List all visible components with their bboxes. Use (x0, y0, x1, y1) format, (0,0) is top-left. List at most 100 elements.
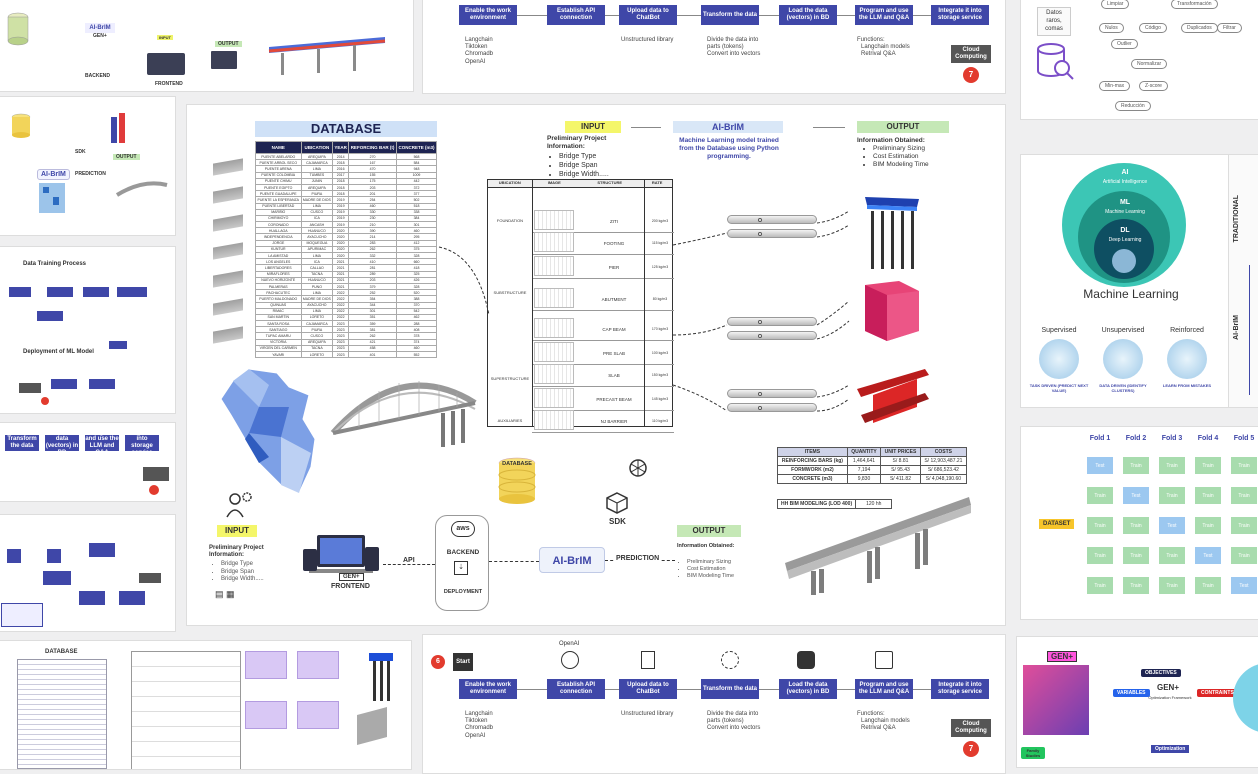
board-bottom-db[interactable]: DATABASE (0, 640, 412, 770)
family-tag[interactable]: Family Studies (1021, 747, 1045, 759)
cleaning-node[interactable]: Transformación (1171, 0, 1218, 9)
board-optimization[interactable]: GEN+ OBJECTIVES VARIABLES GEN+ Optimizat… (1016, 636, 1258, 768)
training-node-6[interactable] (109, 341, 127, 349)
workflow-step-4[interactable]: Transform the data (701, 5, 759, 25)
optimization-tag[interactable]: Optimization (1151, 745, 1190, 753)
training-node-2[interactable] (47, 287, 73, 297)
table-cell: LORETO (300, 350, 334, 359)
fold-cell-train: Train (1195, 517, 1221, 534)
left-step-2[interactable]: Load the data (vectors) in BD (45, 429, 79, 456)
slider-pill-1[interactable] (727, 215, 817, 224)
workflow-step-5[interactable]: Load the data (vectors) in BD (779, 679, 837, 699)
cleaning-node[interactable]: Z-score (1139, 81, 1168, 91)
board-workflow-bottom[interactable]: Enable the work environment Langchain Tikt… (422, 634, 1006, 774)
workflow-step-2[interactable]: Establish API connection (547, 679, 605, 699)
workflow-note: Langchain (465, 711, 493, 717)
board-kfold[interactable]: Fold 1 Fold 2 Fold 3 Fold 4 Fold 5 DATASET Tes… (1020, 426, 1258, 620)
workflow-step-7[interactable]: Integrate it into storage service (931, 5, 989, 25)
workflow-step-5[interactable]: Load the data (vectors) in BD (779, 5, 837, 25)
slider-pill-5[interactable] (727, 389, 817, 398)
variables-tag[interactable]: VARIABLES (1113, 689, 1150, 697)
workflow-step-6[interactable]: Program and use the LLM and Q&A (855, 679, 913, 699)
board-left-prediction[interactable]: SDK AI-BrIM PREDICTION OUTPUT (0, 96, 176, 236)
flow-node-6[interactable] (119, 591, 145, 605)
board-main[interactable]: DATABASE NAME UBICATION YEAR REFORCING BAR … (186, 104, 1006, 626)
left-step-1[interactable]: Transform the data (5, 435, 39, 451)
flow-node-3[interactable] (89, 543, 115, 557)
ml-type-name: Unsupervised (1101, 327, 1145, 334)
cost-header: ITEMS (777, 447, 848, 457)
arch-model-box[interactable]: AI-BrIM (539, 547, 605, 573)
deploy-node-3[interactable] (19, 383, 41, 393)
flow-node-4[interactable] (43, 571, 71, 585)
training-node-5[interactable] (37, 311, 63, 321)
cleaning-node[interactable]: Nulos (1099, 23, 1124, 33)
cleaning-node[interactable]: Código (1139, 23, 1167, 33)
cleaning-node[interactable]: Outlier (1111, 39, 1138, 49)
workflow-step-2[interactable]: Establish API connection (547, 5, 605, 25)
board-top-left[interactable]: AI-BrIM GEN+ BACKEND FRONTEND OUTPUT INP… (0, 0, 414, 92)
workflow-step-3[interactable]: Upload data to ChatBot (619, 679, 677, 699)
workflow-step-3[interactable]: Upload data to ChatBot (619, 5, 677, 25)
left-step-3[interactable]: Program and use the LLM and Q&A (85, 429, 119, 456)
training-node-4[interactable] (117, 287, 147, 297)
cost-header-row: ITEMS QUANTITY UNIT PRICES COSTS (777, 447, 968, 457)
fold-cell-train: Train (1123, 547, 1149, 564)
monitor-icon (211, 51, 237, 69)
cost-cell: S/ 4,048,190.60 (919, 474, 968, 484)
board-data-cleaning[interactable]: Datos raros, comas Limpiar Transformación… (1020, 0, 1258, 120)
board-left-flow[interactable] (0, 514, 176, 632)
workflow-note: Langchain (465, 37, 493, 43)
ml-type-caption: LEARN FROM MISTAKES (1162, 383, 1212, 388)
dl-label: DL (1120, 227, 1130, 234)
cloud-computing-box[interactable]: Cloud Computing (951, 719, 991, 737)
board-side-strip[interactable]: TRADITIONAL AI-BrIM (1228, 154, 1258, 408)
struct-divider (532, 310, 674, 311)
cleaning-node[interactable]: Duplicados (1181, 23, 1218, 33)
constraints-tag[interactable]: CONTRAINTS (1197, 689, 1238, 697)
workflow-step-6[interactable]: Program and use the LLM and Q&A (855, 5, 913, 25)
deploy-node-1[interactable] (51, 379, 77, 389)
slider-pill-6[interactable] (727, 403, 817, 412)
struct-rate: 100 kg/m3 (651, 351, 669, 355)
cost-row: CONCRETE (m3) 9,830 S/ 411.82 S/ 4,048,190.… (777, 474, 968, 484)
table-cell: 552 (396, 350, 437, 359)
table-header: REFORCING BAR (t) (348, 141, 397, 154)
training-node-3[interactable] (83, 287, 109, 297)
workflow-step-1[interactable]: Enable the work environment (459, 679, 517, 699)
backend-box[interactable] (435, 515, 489, 611)
slider-pill-2[interactable] (727, 229, 817, 238)
board-machine-learning[interactable]: AI Artificial Intelligence ML Machine Le… (1020, 154, 1242, 408)
cleaning-node[interactable]: Filtrar (1217, 23, 1242, 33)
backend-label: BACKEND (85, 73, 110, 79)
board-left-training[interactable]: Data Training Process Deployment of ML M… (0, 246, 176, 414)
board-workflow-top[interactable]: Enable the work environment Langchain Tikt… (422, 0, 1006, 94)
cleaning-node[interactable]: Reducción (1115, 101, 1151, 111)
deploy-node-2[interactable] (89, 379, 115, 389)
cleaning-node[interactable]: Normalizar (1131, 59, 1168, 69)
board-left-steps[interactable]: Transform the data Load the data (vectors… (0, 422, 176, 502)
ai-brim-chip[interactable]: AI-BrIM (85, 23, 115, 33)
cloud-computing-box[interactable]: Cloud Computing (951, 45, 991, 63)
bridge-thumbnail (115, 181, 168, 197)
struct-name: ZITI (610, 219, 618, 224)
training-node-1[interactable] (9, 287, 31, 297)
flow-node-7[interactable] (139, 573, 161, 583)
bim-time-row: HH BIM MODELING (LOD 400) 120 hh (777, 499, 893, 509)
cleaning-node[interactable]: Min-max (1099, 81, 1131, 91)
workflow-step-1[interactable]: Enable the work environment (459, 5, 517, 25)
flow-node-2[interactable] (47, 549, 61, 563)
workflow-step-7[interactable]: Integrate it into storage service (931, 679, 989, 699)
cost-cell: S/ 95.43 (880, 465, 921, 475)
flow-node-5[interactable] (79, 591, 105, 605)
flow-node-1[interactable] (7, 549, 21, 563)
objectives-tag[interactable]: OBJECTIVES (1141, 669, 1181, 677)
left-cloud-box[interactable] (143, 467, 169, 481)
start-box[interactable]: Start (453, 653, 473, 671)
slider-pill-3[interactable] (727, 317, 817, 326)
left-step-4[interactable]: Integrate it into storage service (125, 429, 159, 456)
cleaning-node[interactable]: Limpiar (1101, 0, 1130, 9)
bridge-type-icon (213, 270, 243, 288)
slider-pill-4[interactable] (727, 331, 817, 340)
workflow-step-4[interactable]: Transform the data (701, 679, 759, 699)
